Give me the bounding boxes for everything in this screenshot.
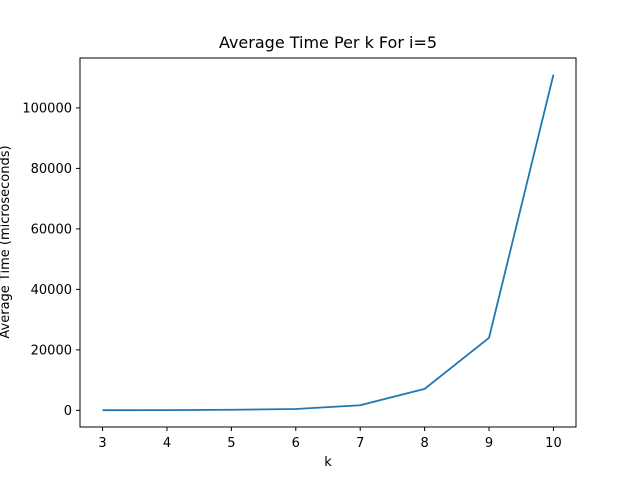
x-tick-label: 3	[98, 436, 106, 451]
y-tick-label: 0	[64, 404, 72, 419]
x-tick-label: 5	[227, 436, 235, 451]
series-layer	[102, 74, 555, 412]
y-tick-label: 60000	[31, 222, 72, 237]
y-tick-label: 20000	[31, 343, 72, 358]
y-tick-label: 80000	[31, 162, 72, 177]
x-tick-label: 10	[545, 436, 562, 451]
x-tick-label: 4	[163, 436, 171, 451]
y-axis: 0 20000 40000 60000 80000 100000	[22, 101, 80, 419]
x-axis: 3 4 5 6 7 8 9 10	[98, 427, 562, 451]
y-tick-label: 100000	[22, 101, 72, 116]
x-tick-label: 7	[356, 436, 364, 451]
y-axis-title: Average Time (microseconds)	[0, 145, 13, 338]
x-axis-title: k	[324, 455, 332, 470]
plot-area	[79, 57, 577, 428]
x-tick-label: 6	[292, 436, 300, 451]
y-tick-label: 40000	[31, 283, 72, 298]
series-line	[102, 74, 555, 412]
x-tick-label: 9	[485, 436, 493, 451]
x-tick-label: 8	[420, 436, 428, 451]
chart-title: Average Time Per k For i=5	[219, 33, 437, 52]
